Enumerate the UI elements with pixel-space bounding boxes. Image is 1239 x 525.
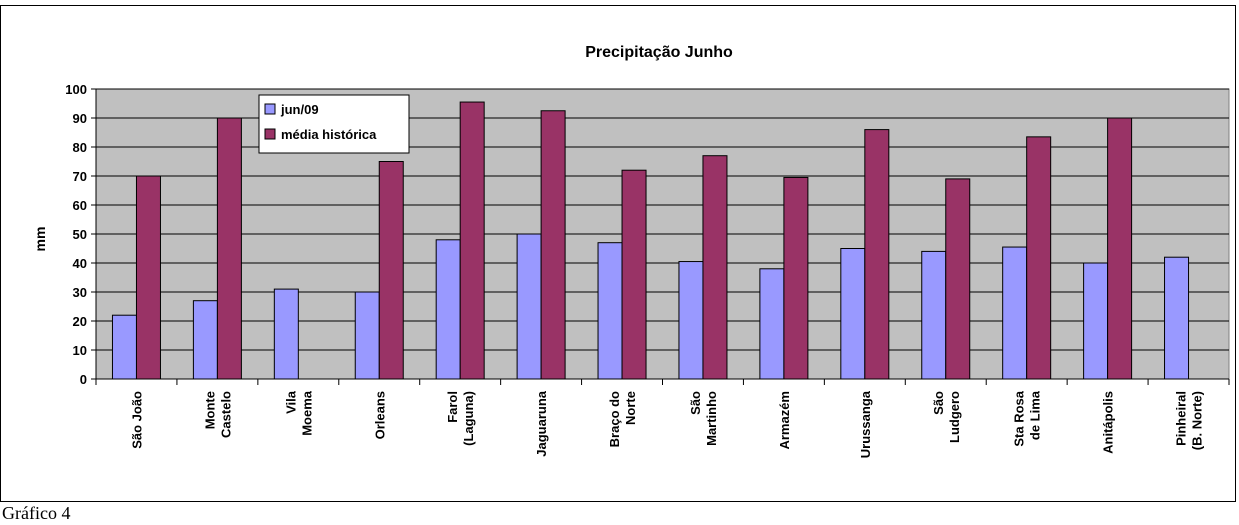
figure-caption: Gráfico 4 xyxy=(2,503,71,523)
x-category-label: VilaMoema xyxy=(283,390,314,436)
y-tick-label: 10 xyxy=(73,343,87,358)
x-category-label: Anitápolis xyxy=(1101,391,1116,454)
bar-jun09 xyxy=(840,248,866,380)
y-tick-label: 100 xyxy=(65,82,87,97)
y-tick-label: 30 xyxy=(73,285,87,300)
x-category-label: SãoLudgero xyxy=(931,391,962,443)
x-category-label: Pinheiral(B. Norte) xyxy=(1174,391,1205,450)
bar-jun09 xyxy=(1164,256,1190,380)
bar-media-historica xyxy=(1026,136,1052,380)
bar-jun09 xyxy=(597,242,623,380)
y-tick-label: 60 xyxy=(73,198,87,213)
bar-jun09 xyxy=(354,291,380,380)
x-category-label: Braço doNorte xyxy=(607,391,638,447)
x-category-label: São João xyxy=(129,391,144,449)
x-category-label: SãoMartinho xyxy=(688,391,719,446)
y-tick-label: 0 xyxy=(80,372,87,387)
legend-swatch xyxy=(264,103,276,115)
bar-media-historica xyxy=(783,176,809,380)
bar-media-historica xyxy=(135,175,161,380)
bar-jun09 xyxy=(192,300,218,380)
bar-jun09 xyxy=(921,250,947,380)
legend-label: jun/09 xyxy=(280,102,319,117)
chart-title: Precipitação Junho xyxy=(585,44,733,61)
legend: jun/09 média histórica xyxy=(258,94,410,154)
x-category-label: Urussanga xyxy=(858,390,873,458)
y-tick-label: 70 xyxy=(73,169,87,184)
plot-area: 0 10 20 30 40 50 60 70 80 90 100 São João MonteCaste… xyxy=(65,82,1230,458)
y-tick-label: 80 xyxy=(73,140,87,155)
legend-swatch xyxy=(264,128,276,140)
y-tick-label: 20 xyxy=(73,314,87,329)
bar-media-historica xyxy=(864,129,890,380)
x-category-label: Jaguaruna xyxy=(534,390,549,457)
chart: Precipitação Junho 0 10 20 30 40 50 60 70 80 90 10… xyxy=(32,44,1230,458)
x-category-label: MonteCastelo xyxy=(202,391,233,438)
bar-jun09 xyxy=(273,288,299,380)
bar-jun09 xyxy=(1002,246,1028,380)
y-tick-label: 50 xyxy=(73,227,87,242)
y-axis-label: mm xyxy=(32,227,48,252)
bar-jun09 xyxy=(111,314,137,380)
bar-jun09 xyxy=(1083,262,1109,380)
bar-media-historica xyxy=(378,161,404,380)
bar-jun09 xyxy=(678,261,704,380)
bar-media-historica xyxy=(540,110,566,380)
bar-media-historica xyxy=(459,101,485,380)
x-category-label: Sta Rosade Lima xyxy=(1012,390,1043,446)
chart-frame: Precipitação Junho 0 10 20 30 40 50 60 70 80 90 10… xyxy=(0,5,1236,502)
bar-jun09 xyxy=(759,268,785,380)
bar-media-historica xyxy=(621,169,647,380)
bar-media-historica xyxy=(1107,117,1133,380)
x-category-label: Farol(Laguna) xyxy=(445,391,476,446)
legend-label: média histórica xyxy=(281,127,377,142)
bar-jun09 xyxy=(516,233,542,380)
bar-media-historica xyxy=(945,178,971,380)
bar-media-historica xyxy=(216,117,242,380)
legend-box xyxy=(258,94,410,154)
x-category-label: Orleans xyxy=(372,391,387,439)
y-tick-label: 40 xyxy=(73,256,87,271)
y-tick-label: 90 xyxy=(73,111,87,126)
bar-jun09 xyxy=(435,239,461,380)
bar-media-historica xyxy=(702,155,728,380)
x-category-label: Armazém xyxy=(777,391,792,450)
